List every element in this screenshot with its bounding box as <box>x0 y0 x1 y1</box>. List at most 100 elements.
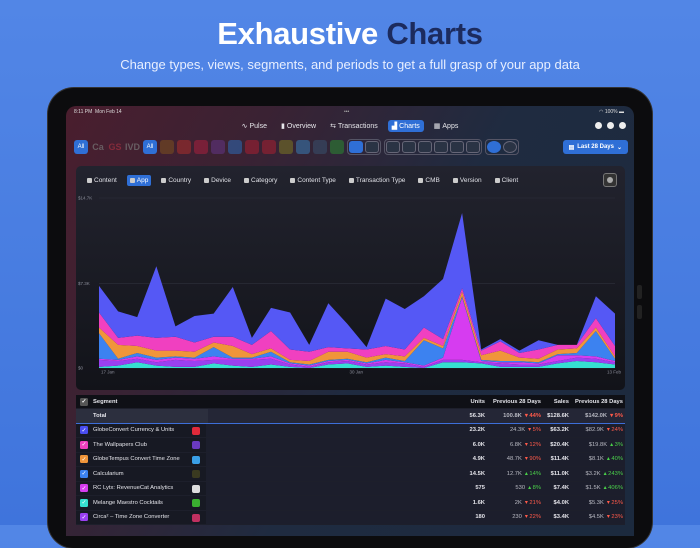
nav-tab-apps[interactable]: ▦ Apps <box>430 120 463 132</box>
nav-tab-charts[interactable]: ▟ Charts <box>387 120 424 132</box>
hero-title-accent: Charts <box>386 16 483 51</box>
table-row[interactable]: ✓ Calcularium 14.5K 12.7K ▴ 14% $11.0K $3.… <box>76 467 625 482</box>
table-icon[interactable] <box>466 141 481 153</box>
prev-sales: $3.2K ▴ 243% <box>585 470 623 477</box>
app-filter-icon[interactable] <box>194 140 209 154</box>
store-ca[interactable]: Ca <box>92 142 104 152</box>
header-sales[interactable]: Sales <box>553 398 569 405</box>
prev-units: 6.8K ▾ 12% <box>509 441 541 448</box>
segment-tab-app[interactable]: App <box>126 175 152 186</box>
segment-tab-content[interactable]: Content <box>84 175 120 186</box>
table-row[interactable]: ✓ GlobeConvert Currency & Units 23.2K 24.… <box>76 423 625 438</box>
segment-tab-cmb[interactable]: CMB <box>415 175 442 186</box>
sales-value: $63.2K <box>550 427 569 434</box>
app-filter-icon[interactable] <box>262 140 277 154</box>
app-filter-icon[interactable] <box>228 140 243 154</box>
app-icon <box>192 426 200 435</box>
app-filter-icon[interactable] <box>330 140 345 154</box>
header-prev-units[interactable]: Previous 28 Days <box>492 398 541 405</box>
segment-label: Client <box>501 177 519 184</box>
account-icon[interactable] <box>595 122 602 129</box>
all-stores-button[interactable]: All <box>74 140 88 154</box>
area-series-2 <box>99 297 615 367</box>
header-units[interactable]: Units <box>470 398 486 405</box>
total-prev-units: 100.8K ▾ 44% <box>503 412 541 419</box>
area-series-5 <box>99 288 615 362</box>
nav-tab-label: Overview <box>286 122 317 130</box>
table-row[interactable]: ✓ RC Lytx: RevenueCat Analytics 575 530 ▴ … <box>76 481 625 496</box>
store-gs[interactable]: GS <box>108 142 122 152</box>
y-tick-label: $14.7K <box>78 196 92 201</box>
segment-label: Transaction Type <box>355 177 406 184</box>
header-segment[interactable]: Segment <box>93 398 118 405</box>
table-row[interactable]: ✓ The Wallpapers Club 6.0K 6.8K ▾ 12% $20.… <box>76 438 625 453</box>
date-range-dropdown[interactable]: ▤ Last 28 Days ⌄ <box>562 140 628 154</box>
ring-chart-icon[interactable] <box>434 141 449 153</box>
app-filter-icon[interactable] <box>177 140 192 154</box>
prev-units: 24.3K ▾ 5% <box>509 427 541 434</box>
area-series-3 <box>99 296 615 366</box>
segment-label: CMB <box>425 177 440 184</box>
app-filter-icon[interactable] <box>245 140 260 154</box>
app-name: Circa² – Time Zone Converter <box>93 514 170 521</box>
stacked-chart-icon[interactable] <box>418 141 433 153</box>
nav-tab-overview[interactable]: ▮ Overview <box>277 120 320 132</box>
nav-tab-transactions[interactable]: ⇆ Transactions <box>326 120 382 132</box>
segment-tab-client[interactable]: Client <box>492 175 522 186</box>
grid-icon: ▦ <box>433 123 441 130</box>
hero-title-main: Exhaustive <box>217 16 378 51</box>
segment-tab-version[interactable]: Version <box>450 175 485 186</box>
info-icon[interactable] <box>619 122 626 129</box>
money-bag-icon[interactable] <box>349 141 364 153</box>
gross-icon[interactable] <box>487 141 502 153</box>
app-filter-icon[interactable] <box>160 140 175 154</box>
main-nav: ∿ Pulse ▮ Overview ⇆ Transactions ▟ Charts ▦ Apps <box>66 120 634 132</box>
chart-options-button[interactable] <box>603 173 617 187</box>
pulse-icon: ∿ <box>241 123 248 130</box>
store-ivd[interactable]: IVD <box>125 142 141 152</box>
segment-tab-content-type[interactable]: Content Type <box>287 175 339 186</box>
row-checkbox[interactable]: ✓ <box>80 469 88 478</box>
segment-label: App <box>136 177 149 184</box>
units-icon[interactable] <box>365 141 380 153</box>
units-value: 1.6K <box>472 499 485 506</box>
segment-tab-category[interactable]: Category <box>241 175 280 186</box>
header-prev-sales[interactable]: Previous 28 Days <box>574 398 623 405</box>
table-row[interactable]: ✓ GlobeTempus Convert Time Zone 4.9K 48.7… <box>76 452 625 467</box>
table-row[interactable]: ✓ Melange Maestro Cocktails 1.6K 2K ▾ 21% … <box>76 496 625 511</box>
app-filter-icon[interactable] <box>279 140 294 154</box>
nav-tab-pulse[interactable]: ∿ Pulse <box>238 120 271 132</box>
y-tick-label: $7.3K <box>78 281 90 286</box>
select-all-checkbox[interactable]: ✓ <box>80 397 88 406</box>
row-checkbox[interactable]: ✓ <box>80 455 88 464</box>
table-row[interactable]: ✓ Circa² – Time Zone Converter 180 230 ▾ 2… <box>76 510 625 525</box>
app-filter-icon[interactable] <box>211 140 226 154</box>
segment-label: Content <box>94 177 117 184</box>
app-screen: 8:11 PM Mon Feb 14 ••• ◠ 100% ▬ ∿ Pulse ▮ O… <box>66 106 634 536</box>
units-change: ▾ 90% <box>524 456 541 463</box>
row-checkbox[interactable]: ✓ <box>80 513 88 522</box>
row-checkbox[interactable]: ✓ <box>80 440 88 449</box>
gear-icon[interactable] <box>607 122 614 129</box>
app-icon <box>192 484 200 493</box>
app-filter-icon[interactable] <box>313 140 328 154</box>
segment-tab-transaction-type[interactable]: Transaction Type <box>346 175 409 186</box>
status-battery: ◠ 100% ▬ <box>599 109 624 115</box>
segment-tab-device[interactable]: Device <box>201 175 234 186</box>
area-chart-icon[interactable] <box>402 141 417 153</box>
multitask-dots[interactable]: ••• <box>344 109 350 115</box>
all-apps-button[interactable]: All <box>143 140 158 154</box>
row-checkbox[interactable]: ✓ <box>80 498 88 507</box>
units-value: 6.0K <box>472 441 485 448</box>
layers-icon[interactable] <box>450 141 465 153</box>
segment-icon <box>87 178 92 183</box>
globe-icon[interactable] <box>386 141 401 153</box>
segment-label: Version <box>459 177 482 184</box>
app-filter-icon[interactable] <box>296 140 311 154</box>
segment-icon <box>244 178 249 183</box>
segment-tab-country[interactable]: Country <box>158 175 194 186</box>
net-icon[interactable] <box>503 141 518 153</box>
row-checkbox[interactable]: ✓ <box>80 426 88 435</box>
chart-type-group <box>384 139 483 155</box>
row-checkbox[interactable]: ✓ <box>80 484 88 493</box>
